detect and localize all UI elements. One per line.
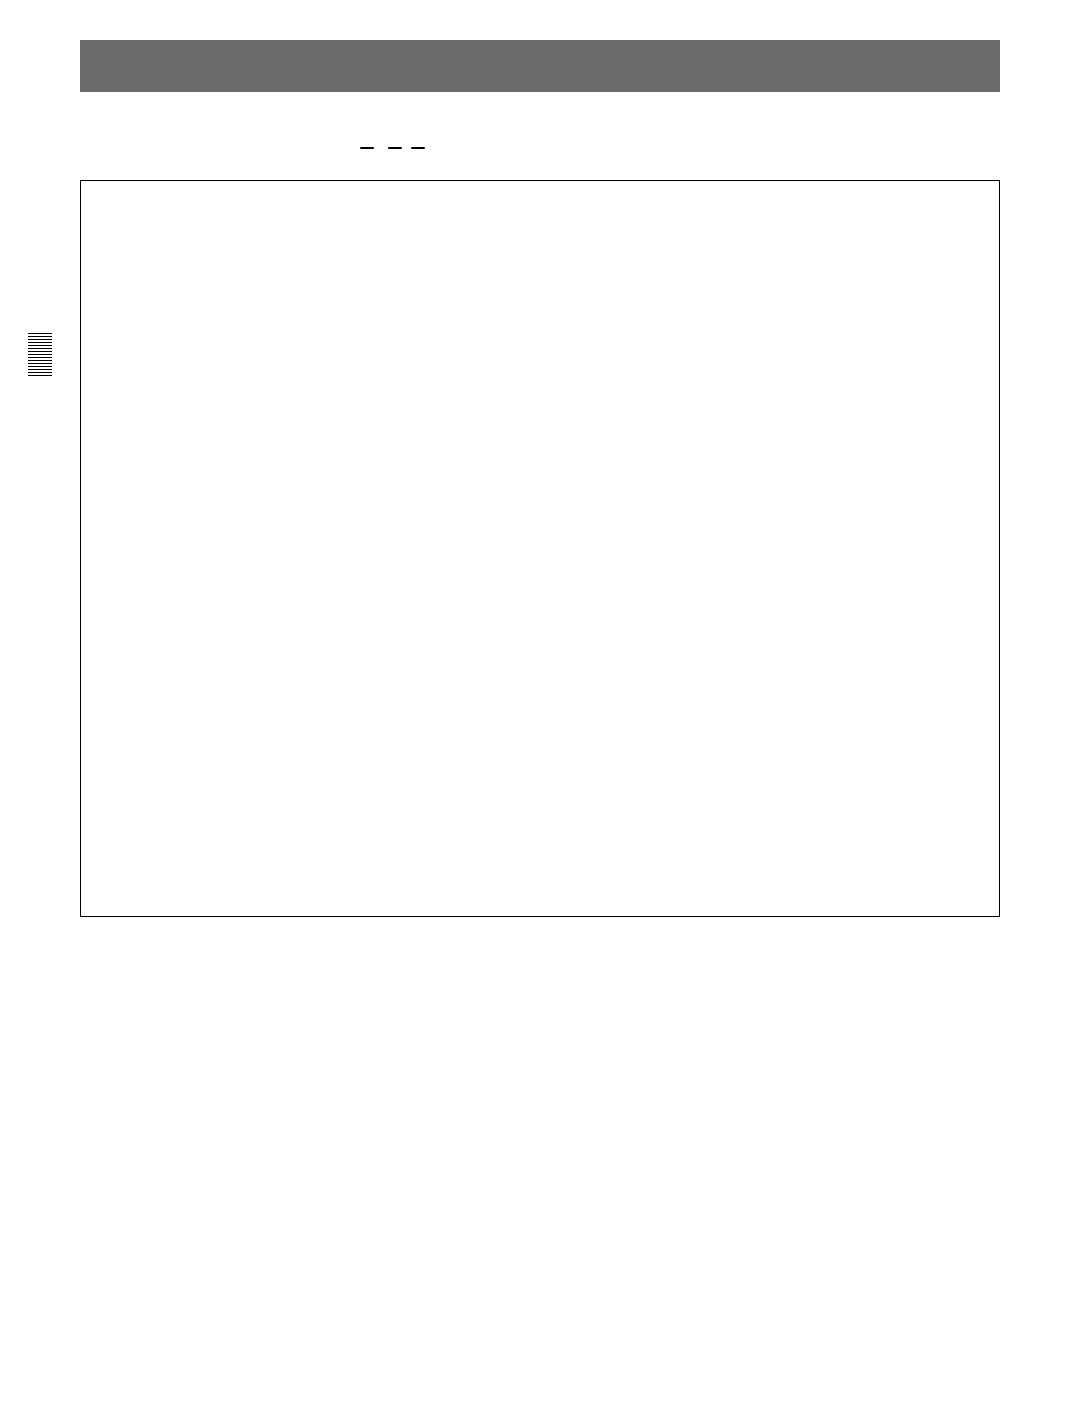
- minus-button-inline: [411, 147, 425, 149]
- plus-button-inline: [388, 147, 402, 149]
- equaliser-filters-panel: [191, 221, 911, 851]
- in-button-inline: [360, 147, 374, 149]
- para-3: [360, 132, 980, 158]
- page-footer: [80, 1348, 94, 1371]
- section-title-bar: [80, 40, 1000, 92]
- body-text: [360, 132, 980, 158]
- panel-frame: [80, 180, 1000, 917]
- binding-marks-icon: [28, 333, 52, 378]
